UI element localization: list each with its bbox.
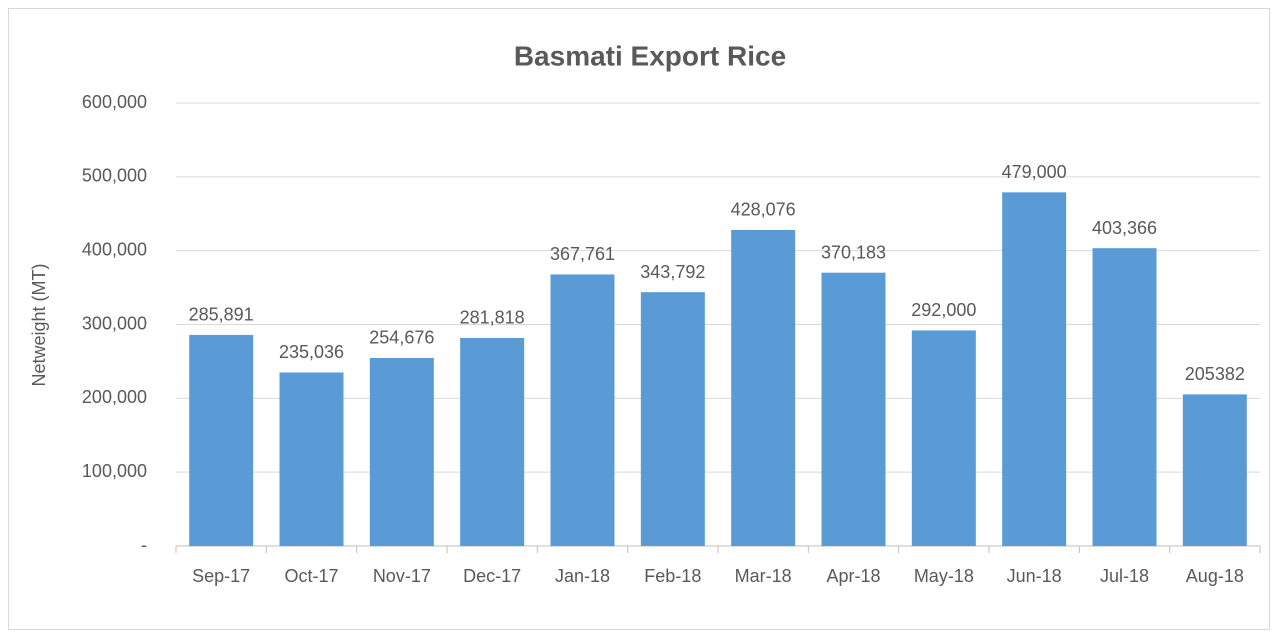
- y-tick-label: 100,000: [82, 461, 147, 481]
- bar: [640, 292, 705, 546]
- bar: [1002, 192, 1067, 547]
- data-label: 479,000: [1002, 162, 1067, 182]
- x-tick-label: Nov-17: [373, 566, 431, 586]
- bar: [1092, 248, 1157, 546]
- x-tick-label: Mar-18: [735, 566, 792, 586]
- y-tick-label: 200,000: [82, 387, 147, 407]
- x-tick-label: Dec-17: [463, 566, 521, 586]
- bar: [1182, 394, 1247, 546]
- data-label: 343,792: [640, 262, 705, 282]
- data-label: 281,818: [460, 308, 525, 328]
- bar: [731, 229, 796, 546]
- x-tick-label: Jul-18: [1100, 566, 1149, 586]
- bar: [911, 330, 976, 546]
- x-tick-label: Feb-18: [644, 566, 701, 586]
- x-tick-label: Sep-17: [192, 566, 250, 586]
- y-tick-label: 300,000: [82, 313, 147, 333]
- x-tick-label: Jun-18: [1007, 566, 1062, 586]
- y-tick-label: 600,000: [82, 92, 147, 112]
- data-label: 205382: [1185, 364, 1245, 384]
- bar: [369, 357, 434, 546]
- y-tick-label: 500,000: [82, 166, 147, 186]
- data-label: 403,366: [1092, 218, 1157, 238]
- data-label: 235,036: [279, 342, 344, 362]
- x-tick-label: Oct-17: [284, 566, 338, 586]
- bar: [821, 272, 886, 546]
- bar: [279, 372, 344, 546]
- y-axis-label: Netweight (MT): [29, 263, 49, 386]
- data-label: 285,891: [189, 305, 254, 325]
- bar: [460, 337, 525, 546]
- y-tick-label: 400,000: [82, 239, 147, 259]
- data-label: 254,676: [369, 328, 434, 348]
- x-tick-label: May-18: [914, 566, 974, 586]
- data-label: 292,000: [911, 300, 976, 320]
- x-tick-label: Aug-18: [1186, 566, 1244, 586]
- x-tick-label: Jan-18: [555, 566, 610, 586]
- data-label: 428,076: [731, 200, 796, 220]
- chart-title: Basmati Export Rice: [514, 40, 786, 71]
- data-label: 370,183: [821, 242, 886, 262]
- x-tick-label: Apr-18: [826, 566, 880, 586]
- data-label: 367,761: [550, 244, 615, 264]
- bar: [189, 334, 254, 546]
- y-tick-label: -: [141, 535, 147, 555]
- bar: [550, 274, 615, 546]
